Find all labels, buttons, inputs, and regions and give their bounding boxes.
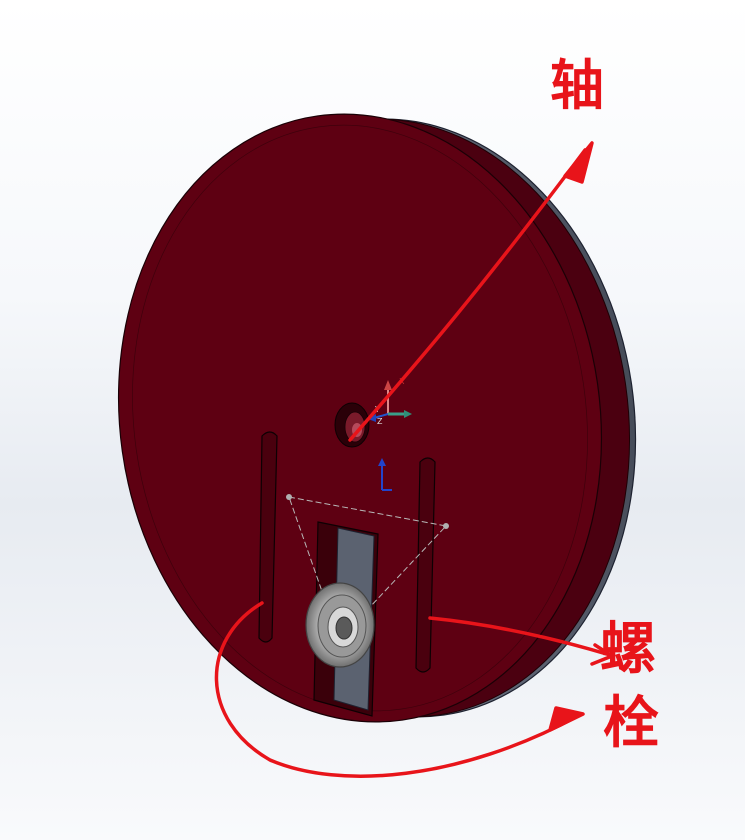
bolt-annotation-arrows [214, 601, 614, 778]
shaft-label: 轴 [550, 54, 604, 117]
bolt-label-line1: 螺 [600, 617, 656, 682]
origin-marker [378, 458, 392, 491]
left-slot [258, 431, 278, 643]
bolt-label-line2: 栓 [603, 691, 659, 756]
triad-z-label: Z [377, 417, 383, 426]
shaft-annotation-arrow [348, 141, 594, 442]
bearing[interactable] [305, 582, 375, 668]
sketch-triangle [286, 494, 449, 641]
